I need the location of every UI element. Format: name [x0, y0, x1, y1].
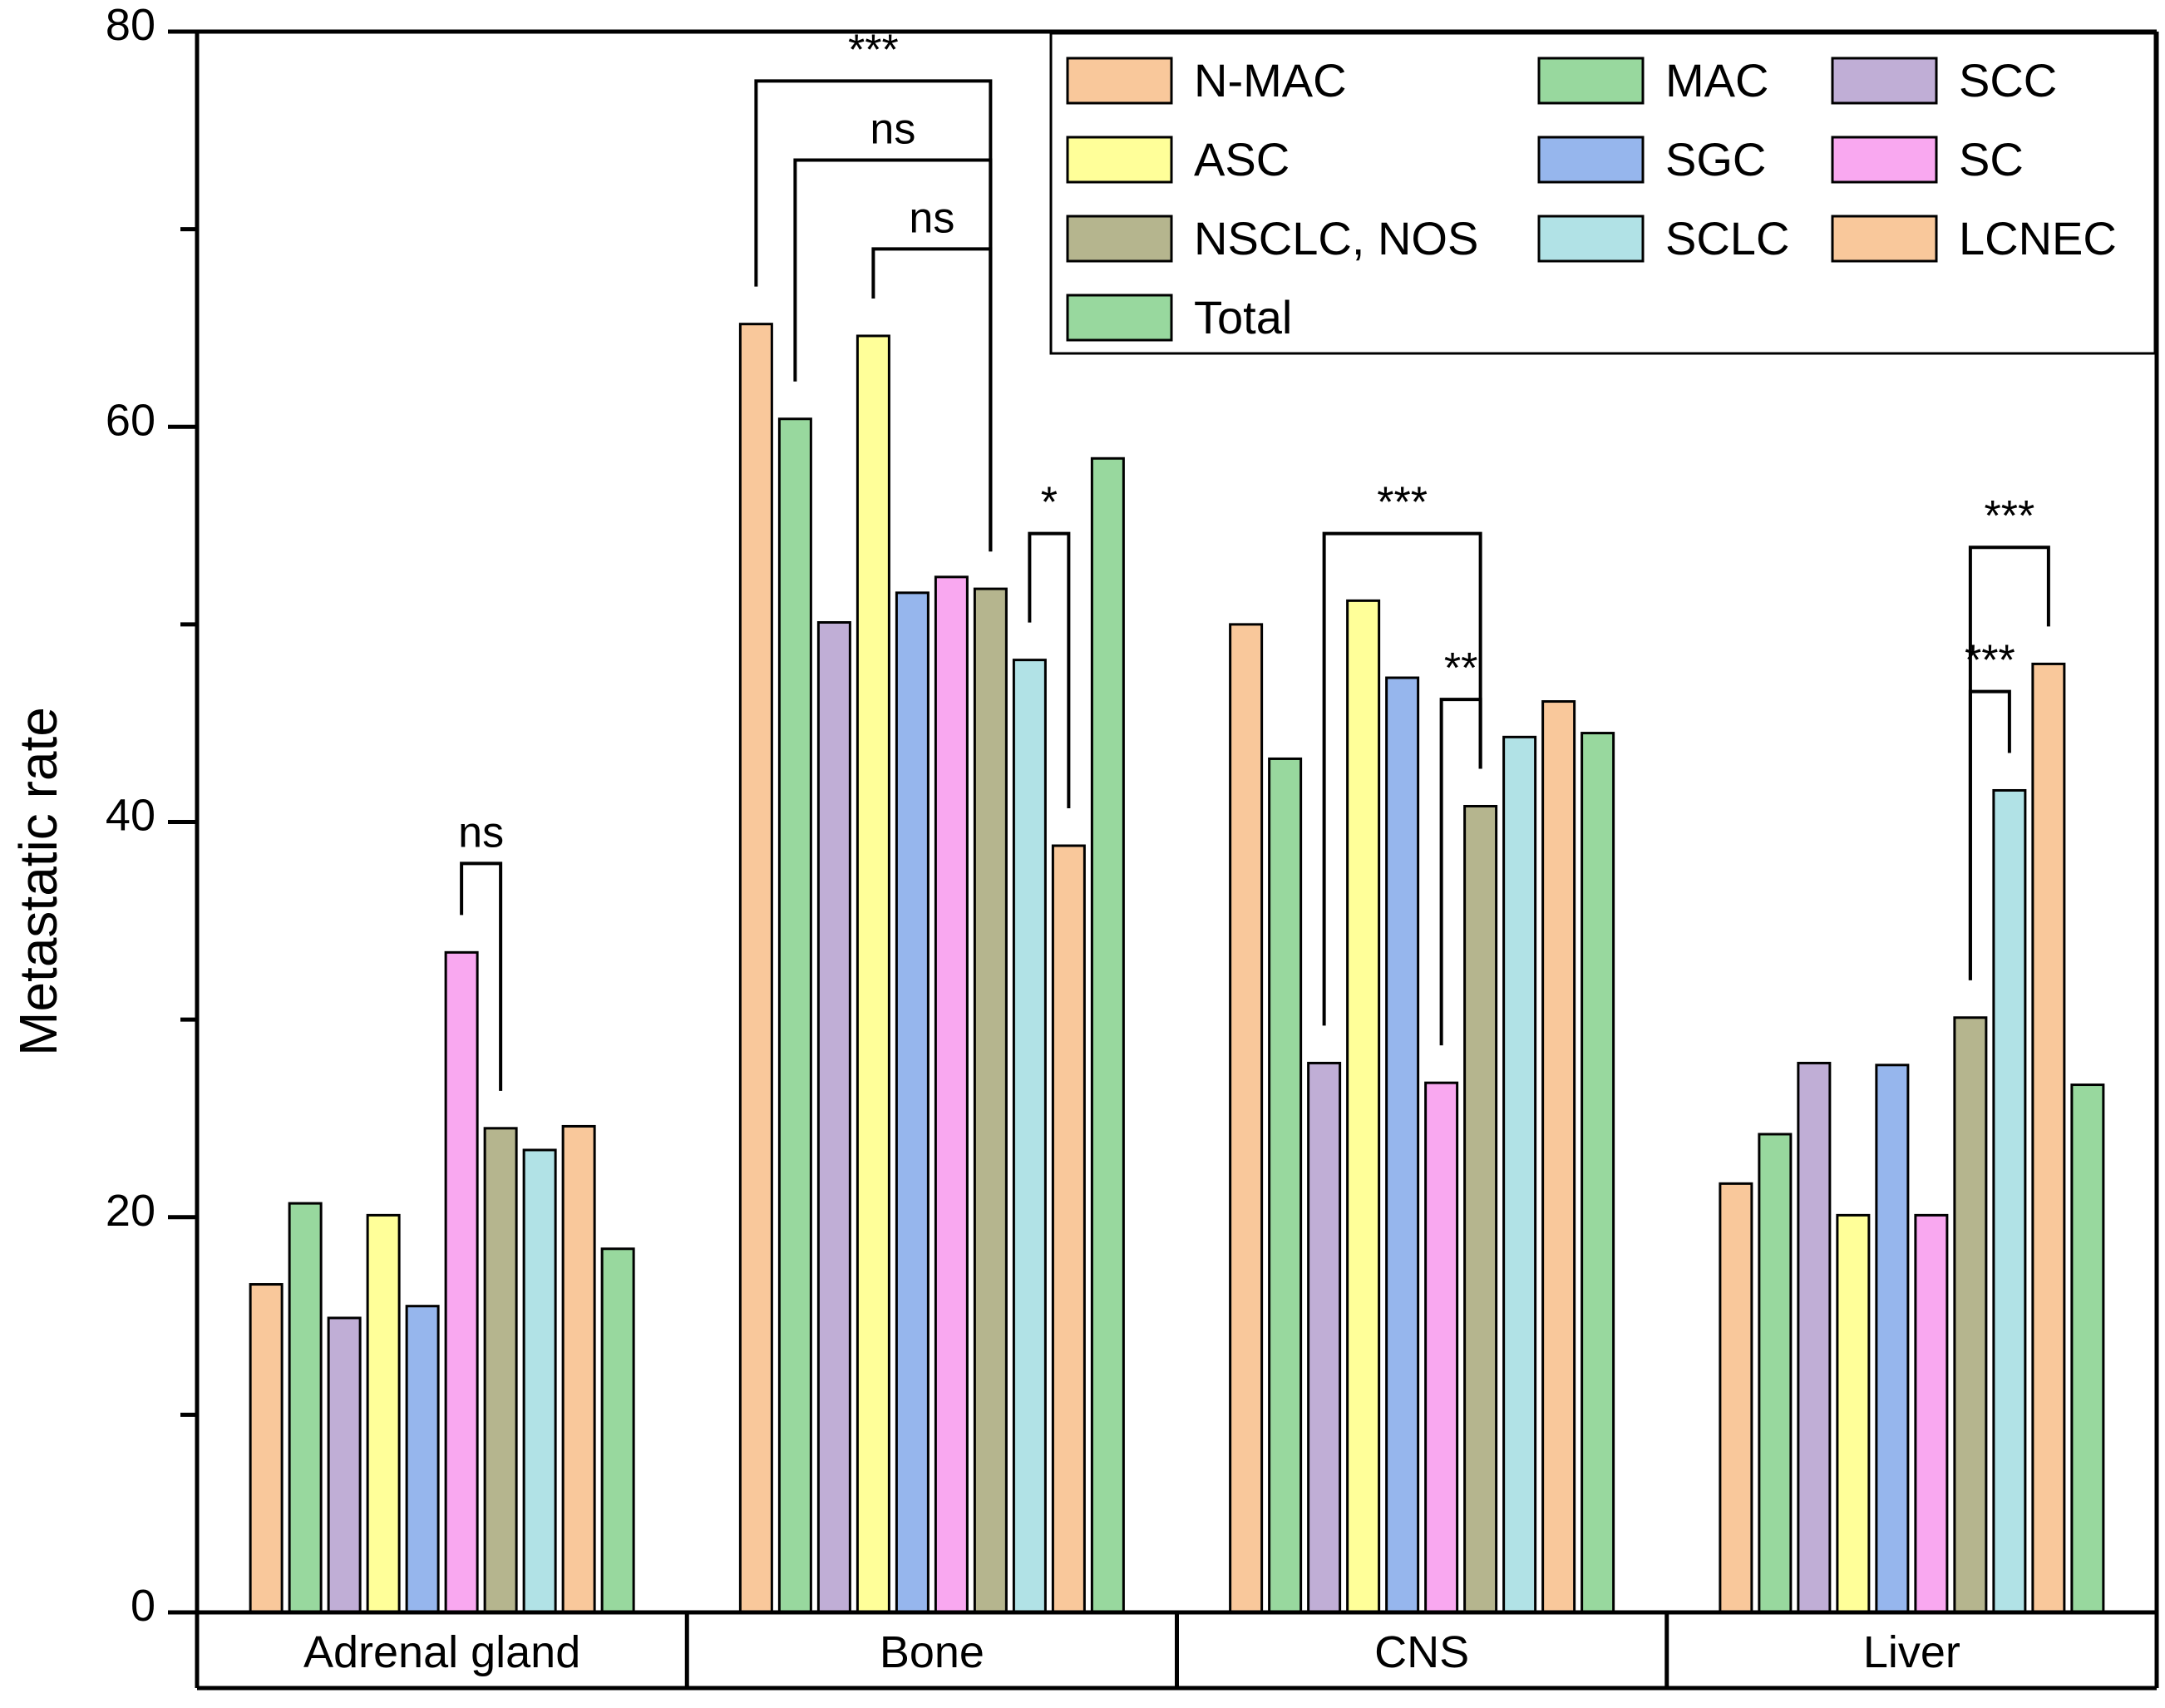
bar-cns-nsclc-nos	[1463, 804, 1498, 1614]
legend-swatch-nsclc-nos	[1066, 215, 1173, 263]
legend-label-mac: MAC	[1665, 54, 1768, 106]
bar-cns-lcnec	[1541, 700, 1576, 1614]
legend-label-total: Total	[1194, 291, 1292, 343]
significance-label-liver-7: ***	[1985, 492, 2035, 541]
legend-swatch-n-mac	[1066, 57, 1173, 105]
bar-cns-asc	[1346, 599, 1381, 1614]
bar-adrenal-gland-nsclc-nos	[483, 1127, 518, 1614]
legend-label-sclc: SCLC	[1665, 212, 1789, 264]
bar-adrenal-gland-sgc	[405, 1305, 440, 1614]
significance-label-bone-4: *	[1041, 479, 1058, 527]
bar-cns-mac	[1268, 757, 1303, 1614]
bar-liver-sc	[1914, 1213, 1949, 1614]
bar-liver-total	[2070, 1084, 2105, 1614]
category-label-cns: CNS	[1374, 1627, 1469, 1677]
bar-adrenal-gland-n-mac	[249, 1283, 284, 1614]
significance-bracket-bone-4	[1028, 531, 1071, 809]
legend-swatch-lcnec	[1831, 215, 1938, 263]
significance-bracket-bone-3	[871, 247, 993, 552]
legend-label-lcnec: LCNEC	[1959, 212, 2117, 264]
significance-label-liver-8: ***	[1965, 637, 2015, 685]
bar-adrenal-gland-scc	[327, 1316, 362, 1614]
legend-swatch-sc	[1831, 136, 1938, 184]
bar-cns-scc	[1307, 1061, 1342, 1614]
significance-label-cns-5: ***	[1377, 479, 1428, 527]
bar-liver-nsclc-nos	[1953, 1016, 1988, 1614]
bar-adrenal-gland-asc	[366, 1213, 401, 1614]
bar-cns-total	[1581, 732, 1615, 1614]
y-axis-title-group: Metastatic rate	[8, 707, 68, 1056]
bar-bone-total	[1090, 457, 1125, 1614]
bar-adrenal-gland-total	[600, 1247, 635, 1614]
legend-swatch-sgc	[1537, 136, 1645, 184]
bar-bone-nsclc-nos	[973, 587, 1008, 1614]
bar-bone-sc	[934, 575, 969, 1614]
bar-bone-lcnec	[1051, 844, 1086, 1614]
y-tick-label-0: 0	[131, 1581, 155, 1631]
bar-bone-sclc	[1012, 659, 1047, 1614]
bar-liver-asc	[1836, 1213, 1871, 1614]
significance-bracket-bone-2	[793, 158, 993, 552]
bar-liver-n-mac	[1719, 1182, 1753, 1614]
category-label-bone: Bone	[880, 1627, 984, 1677]
bar-adrenal-gland-mac	[288, 1202, 323, 1614]
legend-label-scc: SCC	[1959, 54, 2057, 106]
bar-liver-mac	[1758, 1133, 1793, 1614]
bar-cns-sgc	[1385, 676, 1420, 1614]
legend-swatch-asc	[1066, 136, 1173, 184]
significance-label-bone-1: ***	[848, 26, 899, 74]
bar-bone-mac	[777, 417, 812, 1614]
bar-liver-scc	[1797, 1061, 1832, 1614]
legend-label-asc: ASC	[1194, 133, 1290, 185]
bar-adrenal-gland-lcnec	[561, 1124, 596, 1614]
bar-adrenal-gland-sc	[444, 950, 479, 1614]
significance-bracket-cns-6	[1439, 698, 1482, 1046]
y-tick-label-80: 80	[106, 0, 155, 50]
bar-liver-sclc	[1992, 788, 2027, 1614]
legend-swatch-sclc	[1537, 215, 1645, 263]
bar-liver-lcnec	[2031, 662, 2066, 1614]
legend-label-sgc: SGC	[1665, 133, 1766, 185]
significance-bracket-adrenal-gland-0	[460, 861, 503, 1091]
significance-label-cns-6: **	[1444, 644, 1477, 693]
legend-swatch-mac	[1537, 57, 1645, 105]
bar-bone-scc	[816, 620, 851, 1614]
legend-label-nsclc-nos: NSCLC, NOS	[1194, 212, 1478, 264]
significance-label-bone-3: ns	[909, 194, 954, 242]
legend-swatch-scc	[1831, 57, 1938, 105]
y-tick-label-40: 40	[106, 791, 155, 841]
legend-label-n-mac: N-MAC	[1194, 54, 1347, 106]
bar-bone-asc	[856, 334, 890, 1614]
y-tick-label-60: 60	[106, 395, 155, 445]
significance-label-bone-2: ns	[870, 105, 915, 153]
legend-label-sc: SC	[1959, 133, 2024, 185]
bar-adrenal-gland-sclc	[522, 1148, 557, 1614]
significance-bracket-liver-8	[1968, 689, 2011, 980]
legend-swatch-total	[1066, 294, 1173, 342]
bar-cns-sc	[1424, 1081, 1459, 1614]
bar-liver-sgc	[1875, 1064, 1910, 1614]
significance-bracket-cns-5	[1322, 531, 1482, 1026]
bar-cns-sclc	[1502, 735, 1537, 1614]
significance-label-adrenal-gland-0: ns	[458, 808, 504, 856]
bar-bone-n-mac	[738, 323, 773, 1614]
y-axis-title: Metastatic rate	[8, 707, 68, 1056]
y-tick-label-20: 20	[106, 1186, 155, 1236]
bar-bone-sgc	[895, 591, 930, 1614]
bar-cns-n-mac	[1229, 623, 1264, 1614]
category-label-liver: Liver	[1863, 1627, 1960, 1677]
category-label-adrenal-gland: Adrenal gland	[303, 1627, 580, 1677]
